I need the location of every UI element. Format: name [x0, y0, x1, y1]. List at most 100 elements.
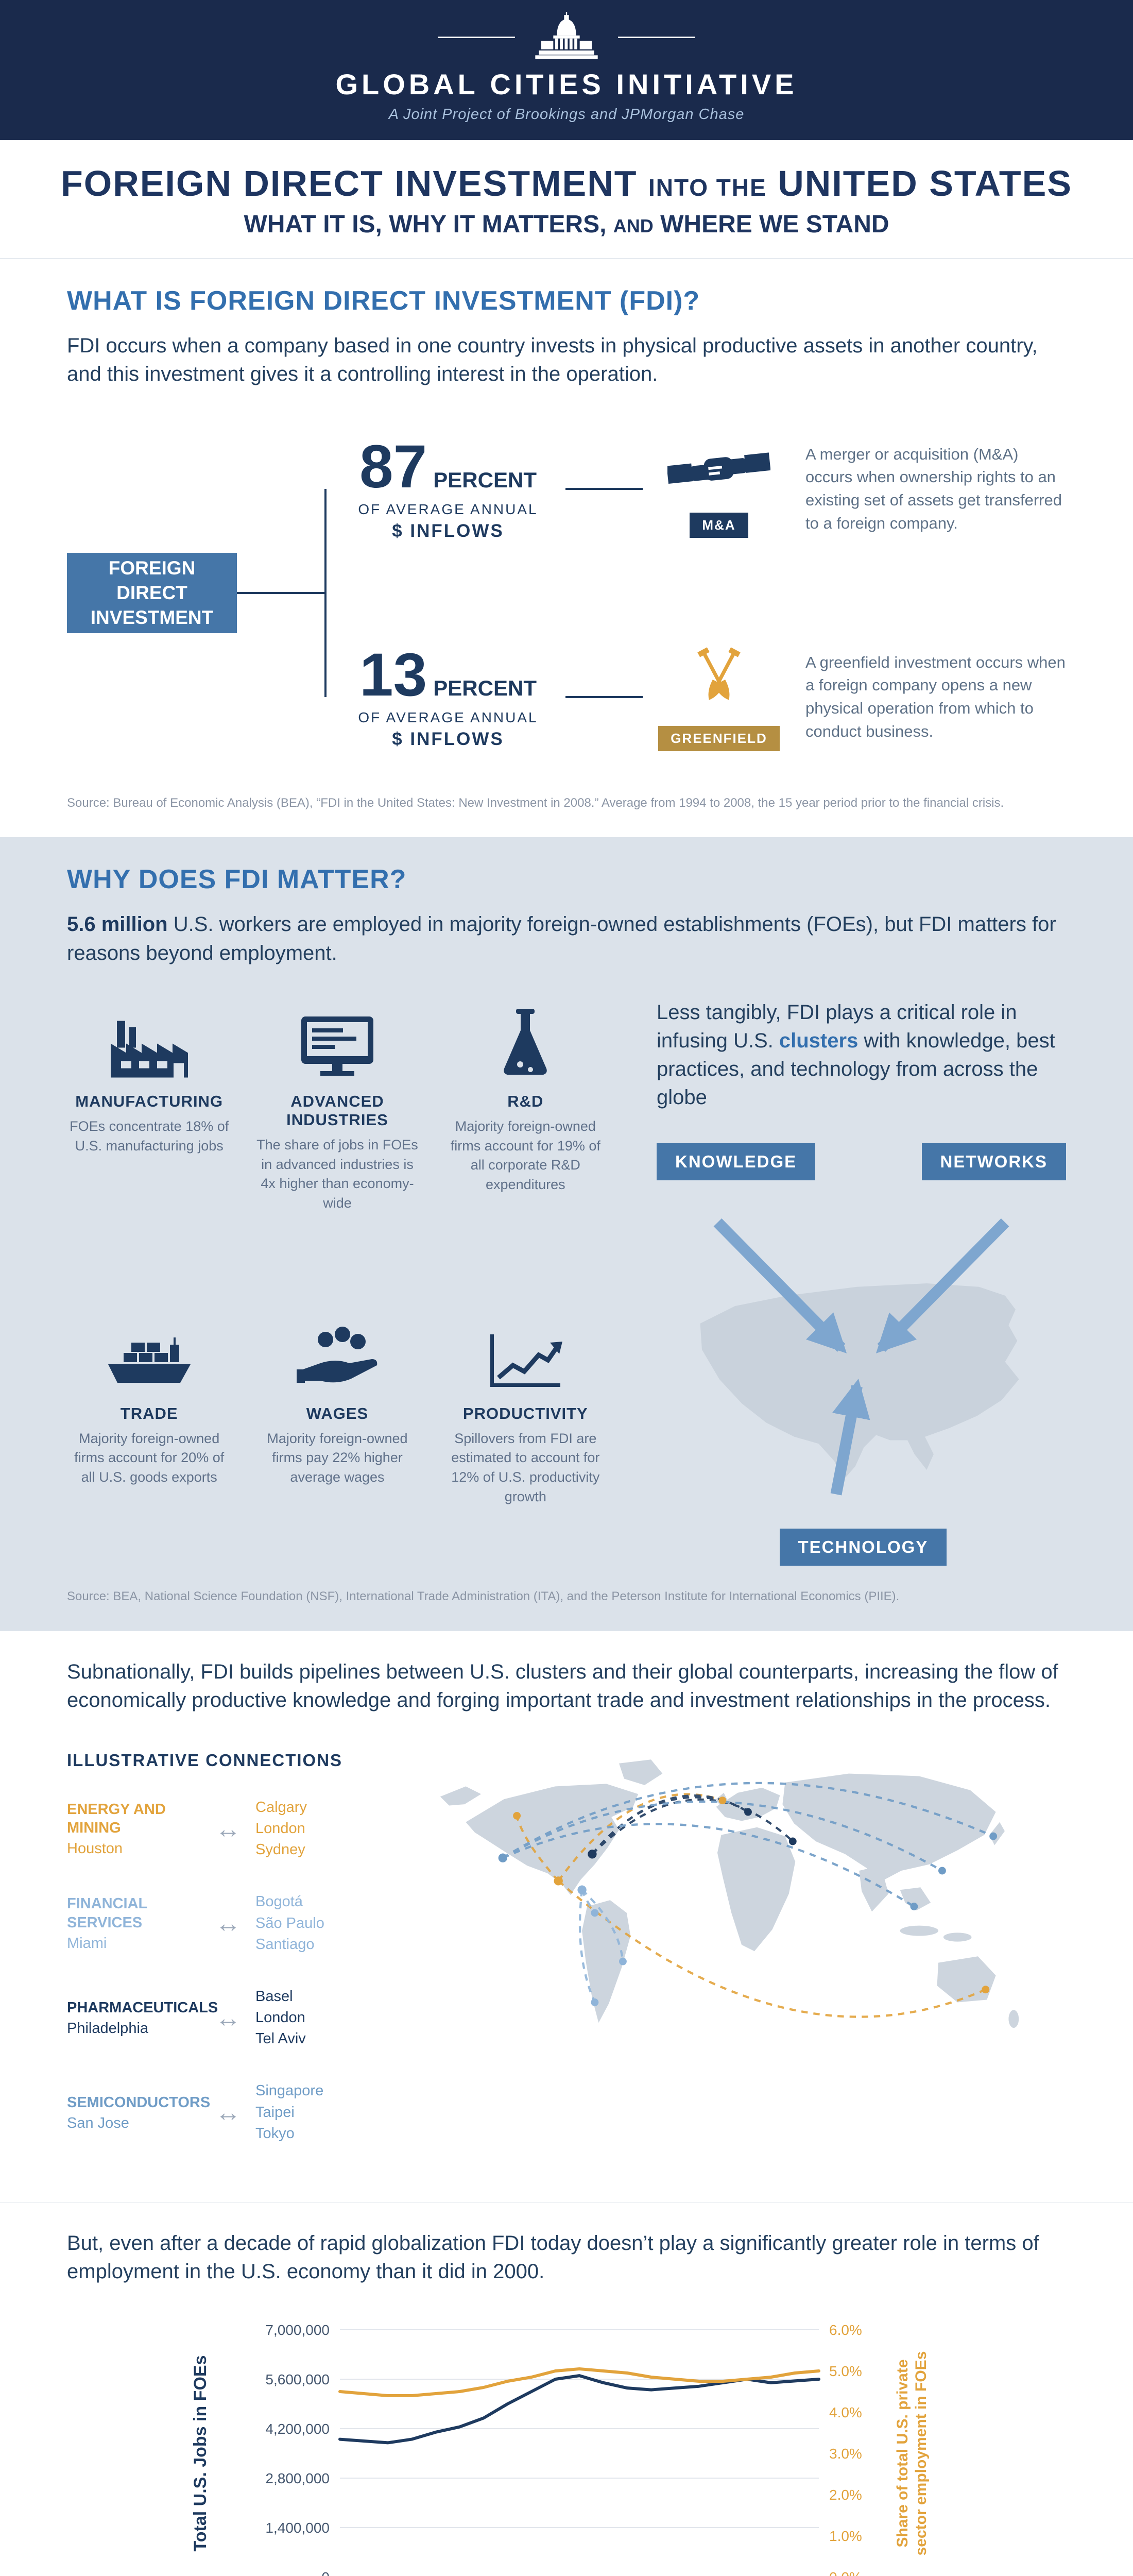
flask-icon [443, 998, 608, 1081]
masthead-subtitle-part: where we stand [660, 211, 889, 238]
partner-city: Singapore [255, 2082, 324, 2099]
svg-text:5,600,000: 5,600,000 [265, 2371, 330, 2387]
benefit-description: The share of jobs in FOEs in advanced in… [256, 1137, 418, 1211]
capitol-icon [530, 11, 603, 63]
ma-description: A merger or acquisition (M&A) occurs whe… [805, 445, 1062, 533]
benefit-manufacturing: MANUFACTURING FOEs concentrate 18% of U.… [67, 998, 231, 1272]
svg-text:1,400,000: 1,400,000 [265, 2520, 330, 2536]
benefit-label: TRADE [120, 1404, 178, 1422]
partner-city: Taipei [255, 2104, 295, 2121]
partner-city: London [255, 1820, 305, 1837]
connector-horizontal [237, 592, 325, 595]
partner-city: Bogotá [255, 1893, 303, 1910]
benefit-description: Majority foreign-owned firms account for… [74, 1430, 225, 1485]
connection-partners: Bogotá São Paulo Santiago [255, 1891, 324, 1955]
section-intro: FDI occurs when a company based in one c… [67, 334, 1038, 386]
partner-city: Tokyo [255, 2125, 295, 2142]
greenfield-percent-block: 13 Percent of average annual $ inflows [345, 645, 551, 750]
percent-word: Percent [433, 468, 537, 493]
map-label-technology: TECHNOLOGY [779, 1528, 947, 1566]
benefit-wages: WAGES Majority foreign-owned firms pay 2… [255, 1311, 419, 1566]
benefit-label: R&D [507, 1092, 544, 1110]
us-map [700, 1218, 1019, 1495]
svg-text:2.0%: 2.0% [829, 2487, 862, 2503]
clusters-text: Less tangibly, FDI plays a critical role… [657, 998, 1066, 1112]
benefit-label: ADVANCED INDUSTRIES [286, 1092, 388, 1129]
partner-city: Basel [255, 1988, 293, 2005]
greenfield-icon-block: GREENFIELD [657, 643, 781, 752]
benefit-rd: R&D Majority foreign-owned firms account… [443, 998, 608, 1272]
connection-sector: FINANCIAL SERVICES [67, 1895, 147, 1931]
factory-icon [67, 998, 231, 1081]
percent-value: 13 [359, 641, 427, 709]
connection-partners: Singapore Taipei Tokyo [255, 2080, 323, 2144]
connection-origin: PHARMACEUTICALS Philadelphia [67, 1998, 218, 2037]
map-label-knowledge: KNOWLEDGE [657, 1143, 816, 1180]
masthead-line1: Foreign Direct Investment into the Unite… [0, 163, 1133, 204]
masthead: Foreign Direct Investment into the Unite… [0, 140, 1133, 259]
benefits-grid: MANUFACTURING FOEs concentrate 18% of U.… [67, 998, 608, 1566]
benefit-label: PRODUCTIVITY [462, 1404, 588, 1422]
intro-rest: U.S. workers are employed in majority fo… [67, 913, 1056, 964]
map-label-networks: NETWORKS [921, 1143, 1066, 1180]
connection-origin: ENERGY AND MINING Houston [67, 1800, 201, 1858]
connection-us-city: Philadelphia [67, 2020, 149, 2037]
percent-subline: of average annual [358, 501, 538, 518]
connection-origin: FINANCIAL SERVICES Miami [67, 1894, 201, 1952]
growth-chart-icon [443, 1311, 608, 1393]
illustrative-connections: ILLUSTRATIVE CONNECTIONS ENERGY AND MINI… [67, 1745, 397, 2175]
section-intro: But, even after a decade of rapid global… [67, 2231, 1039, 2283]
connection-financial-services: FINANCIAL SERVICES Miami ↔ Bogotá São Pa… [67, 1891, 397, 1955]
ma-icon-block: M&A [657, 440, 781, 538]
handshake-icon [666, 440, 771, 504]
percent-value: 87 [359, 433, 427, 501]
connector-vertical [324, 489, 327, 698]
chart-container: 0 1,400,000 2,800,000 4,200,000 5,600,000 7,0… [67, 2312, 1066, 2576]
ma-tag: M&A [690, 513, 748, 538]
clusters-text-post: with knowledge, best practices, and tech… [657, 1029, 1055, 1109]
partner-city: Tel Aviv [255, 2030, 306, 2047]
benefit-description: Majority foreign-owned firms account for… [450, 1118, 600, 1193]
connection-semiconductors: SEMICONDUCTORS San Jose ↔ Singapore Taip… [67, 2080, 397, 2144]
benefit-description: FOEs concentrate 18% of U.S. manufacturi… [70, 1118, 229, 1154]
benefit-label: MANUFACTURING [75, 1092, 224, 1110]
svg-text:5.0%: 5.0% [829, 2363, 862, 2379]
header-subtitle: A Joint Project of Brookings and JPMorga… [388, 106, 745, 123]
bidirectional-arrow-icon: ↔ [215, 1909, 241, 1938]
masthead-subtitle-part: What it is, why it matters, [244, 211, 607, 238]
svg-text:4,200,000: 4,200,000 [265, 2421, 330, 2437]
connection-origin: SEMICONDUCTORS San Jose [67, 2093, 211, 2132]
section-foe-employment: But, even after a decade of rapid global… [0, 2201, 1133, 2576]
source-note: Source: BEA, National Science Foundation… [67, 1589, 900, 1603]
fdi-types-diagram: Foreign Direct Investment 87 Percent of a… [67, 417, 1066, 772]
svg-text:Total U.S. Jobs in FOEs: Total U.S. Jobs in FOEs [191, 2355, 210, 2552]
benefit-description: Majority foreign-owned firms pay 22% hig… [267, 1430, 408, 1485]
clusters-text-pre: Less tangibly, FDI plays a critical role… [657, 1001, 1017, 1052]
benefit-label: WAGES [306, 1404, 369, 1422]
connection-partners: Calgary London Sydney [255, 1797, 307, 1861]
jobs-foe-line-chart: 0 1,400,000 2,800,000 4,200,000 5,600,000 7,0… [191, 2322, 930, 2576]
partner-city: São Paulo [255, 1914, 324, 1931]
monitor-icon [255, 998, 419, 1081]
section-why-fdi-matters: WHY DOES FDI MATTER? 5.6 million U.S. wo… [0, 837, 1133, 1631]
benefit-advanced-industries: ADVANCED INDUSTRIES The share of jobs in… [255, 998, 419, 1272]
connection-partners: Basel London Tel Aviv [255, 1986, 306, 2050]
branch-ma: 87 Percent of average annual $ inflows [345, 417, 1066, 561]
hand-coins-icon [255, 1311, 419, 1393]
partner-city: Calgary [255, 1799, 307, 1816]
connection-sector: ENERGY AND MINING [67, 1801, 166, 1837]
section-what-is-fdi: WHAT IS FOREIGN DIRECT INVESTMENT (FDI)?… [0, 259, 1133, 837]
section-heading: WHAT IS FOREIGN DIRECT INVESTMENT (FDI)? [67, 286, 700, 316]
section-global-pipelines: Subnationally, FDI builds pipelines betw… [0, 1630, 1133, 2202]
connection-sector: SEMICONDUCTORS [67, 2094, 211, 2111]
cargo-ship-icon [67, 1311, 231, 1393]
masthead-title-part: United States [778, 163, 1072, 204]
source-note: Source: Bureau of Economic Analysis (BEA… [67, 796, 1004, 810]
us-cluster-map: KNOWLEDGE NETWORKS TECHNOLOGY [657, 1143, 1066, 1566]
shovels-icon [680, 643, 758, 718]
intro-bold: 5.6 million [67, 913, 168, 936]
connections-heading: ILLUSTRATIVE CONNECTIONS [67, 1750, 343, 1770]
svg-text:3.0%: 3.0% [829, 2446, 862, 2462]
